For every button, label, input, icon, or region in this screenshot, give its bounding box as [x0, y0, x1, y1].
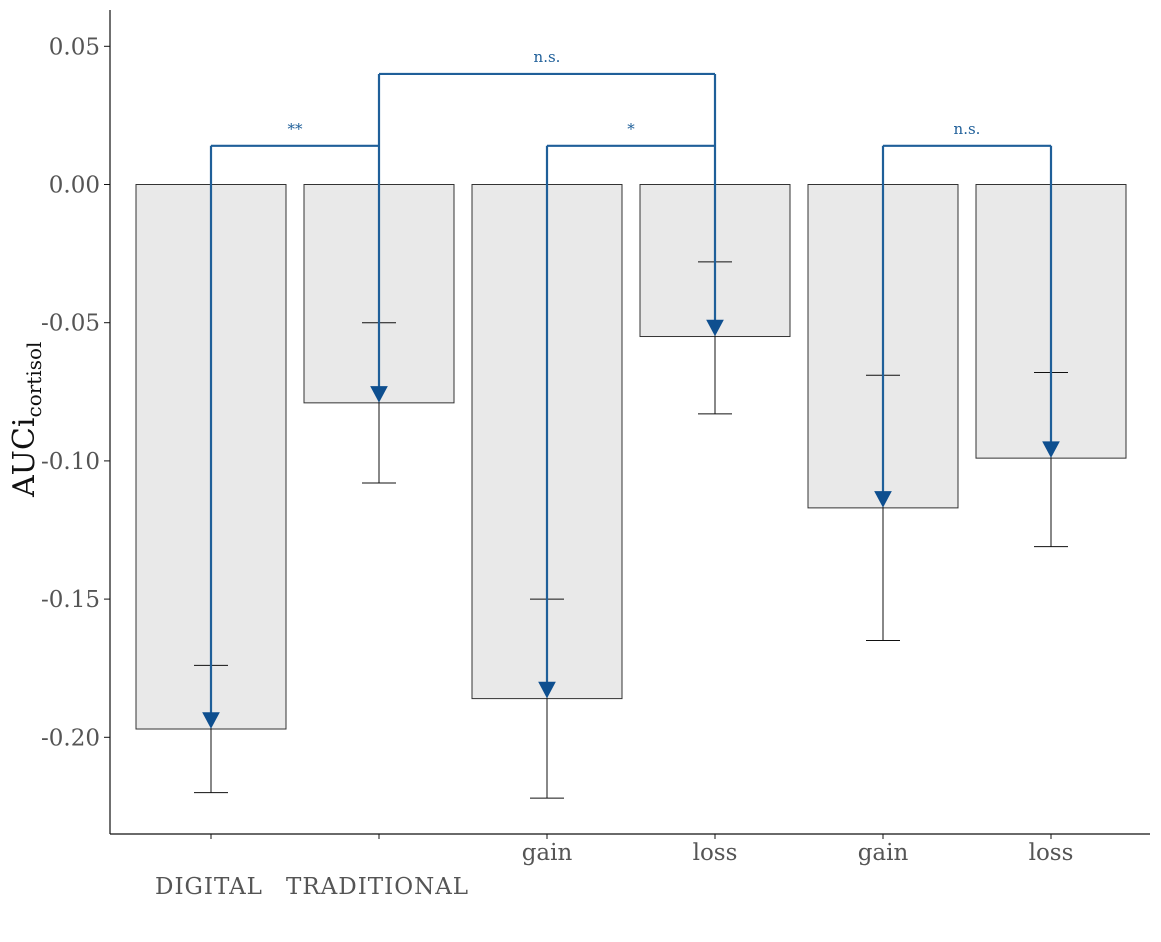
- y-tick-label-3: -0.05: [41, 311, 100, 337]
- x-tick-label-5: gain: [858, 840, 909, 866]
- marker-3: [538, 681, 556, 699]
- comparison-label-2: *: [627, 120, 635, 138]
- marker-4: [706, 319, 724, 337]
- comparison-label-4: n.s.: [534, 48, 561, 66]
- y-tick-label-4: -0.10: [41, 449, 100, 475]
- y-tick-label-1: 0.05: [49, 34, 100, 60]
- y-axis-title-main: AUCi: [7, 418, 42, 499]
- comparisons-layer: ** * n.s.n.s.: [209, 48, 1053, 715]
- y-axis-title: AUCicortisol: [7, 342, 46, 498]
- x-tick-label-3: gain: [522, 840, 573, 866]
- y-tick-label-2: 0.00: [49, 173, 100, 199]
- axes-layer: [104, 10, 1150, 839]
- comparison-label-1: **: [288, 120, 304, 138]
- y-axis-title-subscript: cortisol: [22, 342, 46, 418]
- x-tick-label-6: loss: [1029, 840, 1074, 866]
- labels-layer: 0.05 0.00 -0.05 -0.10 -0.15 -0.20 gain loss gain…: [7, 34, 1073, 900]
- bars-layer: [135, 184, 1127, 730]
- marker-1: [202, 712, 220, 729]
- comparison-label-3: n.s.: [954, 120, 981, 138]
- y-tick-label-5: -0.15: [41, 587, 100, 613]
- group-label-digital: DIGITAL: [155, 874, 263, 900]
- group-label-traditional: TRADITIONAL: [286, 874, 469, 900]
- y-tick-label-6: -0.20: [41, 725, 100, 751]
- x-tick-label-4: loss: [693, 840, 738, 866]
- markers-layer: [202, 319, 1060, 729]
- marker-2: [370, 386, 388, 403]
- marker-5: [874, 491, 892, 508]
- marker-6: [1042, 441, 1060, 458]
